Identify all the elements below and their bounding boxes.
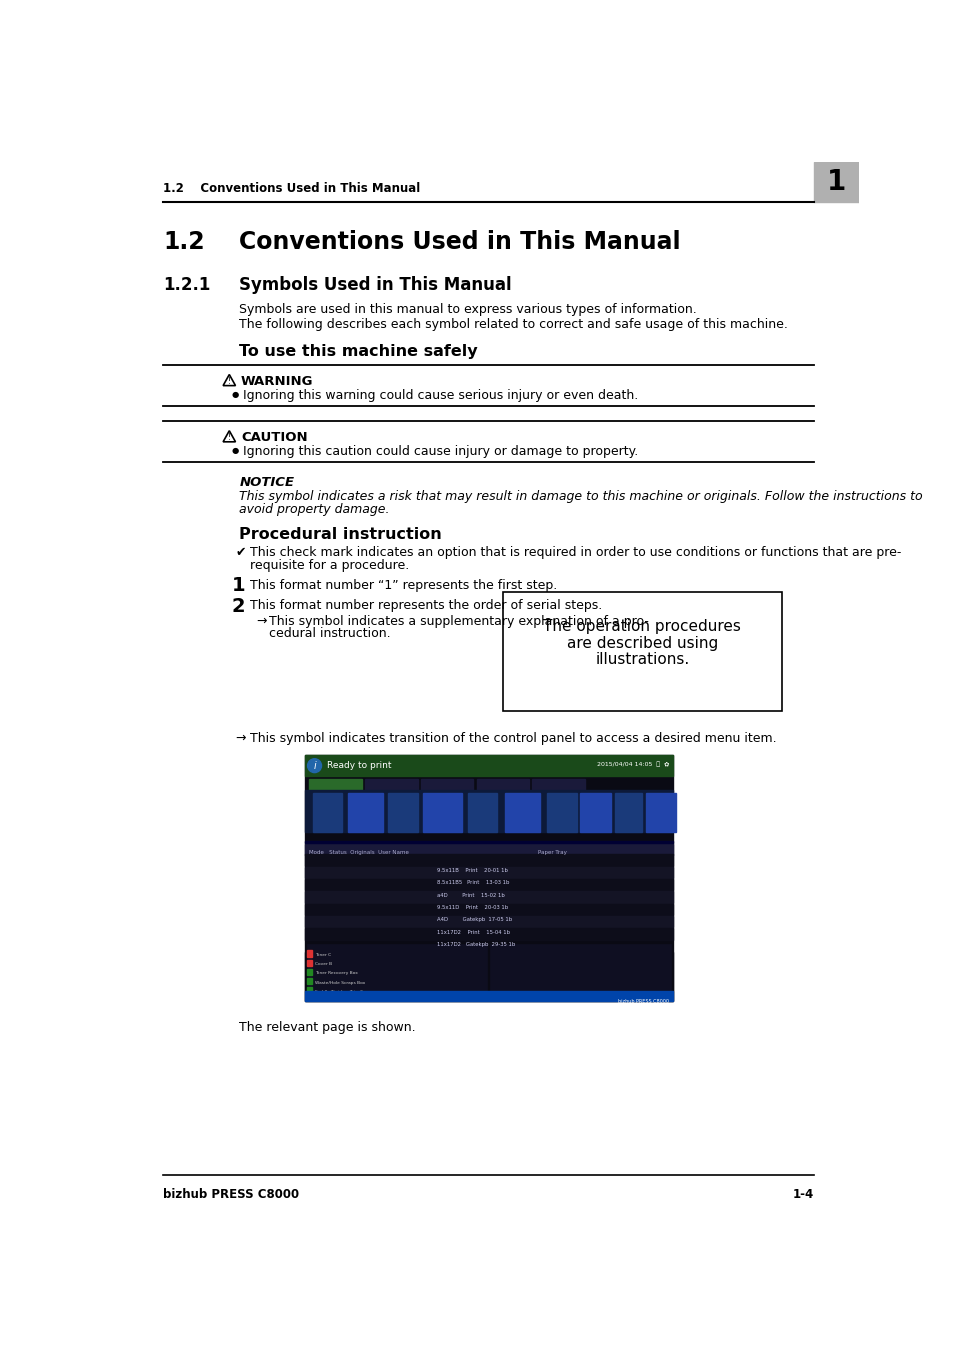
Text: Cover B: Cover B bbox=[314, 963, 332, 967]
Bar bbox=[305, 879, 673, 891]
Bar bbox=[579, 794, 611, 832]
Bar bbox=[532, 779, 584, 791]
Text: 1.2: 1.2 bbox=[163, 230, 205, 254]
Bar bbox=[305, 855, 673, 865]
Bar bbox=[546, 794, 576, 832]
Text: This format number “1” represents the first step.: This format number “1” represents the fi… bbox=[250, 579, 557, 591]
Bar bbox=[814, 162, 858, 202]
Bar bbox=[348, 794, 382, 832]
Text: Symbols are used in this manual to express various types of information.: Symbols are used in this manual to expre… bbox=[239, 302, 697, 316]
Bar bbox=[388, 794, 417, 832]
Text: CAUTION: CAUTION bbox=[241, 431, 307, 444]
Text: !: ! bbox=[228, 433, 231, 441]
Bar bbox=[305, 841, 673, 844]
Text: To use this machine safely: To use this machine safely bbox=[239, 344, 477, 359]
Text: 1: 1 bbox=[232, 576, 245, 595]
Bar bbox=[615, 794, 641, 832]
Text: illustrations.: illustrations. bbox=[595, 652, 689, 667]
Bar bbox=[305, 903, 673, 915]
Bar bbox=[420, 779, 473, 791]
Text: The following describes each symbol related to correct and safe usage of this ma: The following describes each symbol rela… bbox=[239, 319, 787, 331]
Bar bbox=[305, 844, 673, 855]
Bar bbox=[305, 867, 673, 878]
Text: Toner C: Toner C bbox=[314, 953, 331, 957]
Bar bbox=[305, 790, 673, 832]
Bar bbox=[490, 944, 670, 994]
Bar bbox=[307, 987, 312, 994]
Text: The relevant page is shown.: The relevant page is shown. bbox=[239, 1021, 416, 1034]
Text: This check mark indicates an option that is required in order to use conditions : This check mark indicates an option that… bbox=[250, 547, 901, 559]
Bar bbox=[305, 929, 673, 940]
Text: cedural instruction.: cedural instruction. bbox=[269, 628, 390, 640]
Bar bbox=[305, 952, 673, 1002]
Text: ●: ● bbox=[232, 390, 238, 398]
Text: Symbols Used in This Manual: Symbols Used in This Manual bbox=[239, 275, 512, 294]
Text: 1: 1 bbox=[825, 167, 845, 196]
Bar bbox=[307, 960, 312, 965]
Text: NOTICE: NOTICE bbox=[239, 477, 294, 489]
Text: a4D         Print    15-02 1b: a4D Print 15-02 1b bbox=[436, 892, 504, 898]
Text: →: → bbox=[235, 732, 246, 745]
Bar bbox=[313, 794, 342, 832]
Text: 1-4: 1-4 bbox=[792, 1188, 814, 1200]
Text: A4D         Gatekpb  17-05 1b: A4D Gatekpb 17-05 1b bbox=[436, 918, 512, 922]
Text: i: i bbox=[313, 760, 315, 771]
Bar bbox=[476, 779, 529, 791]
Text: 1.2.1: 1.2.1 bbox=[163, 275, 211, 294]
Bar bbox=[468, 794, 497, 832]
Text: Saddle/Finisher Trim Scrap-: Saddle/Finisher Trim Scrap- bbox=[314, 990, 374, 994]
Bar bbox=[307, 944, 487, 994]
Text: This symbol indicates a supplementary explanation of a pro-: This symbol indicates a supplementary ex… bbox=[269, 614, 648, 628]
Circle shape bbox=[307, 759, 321, 772]
Text: ✔: ✔ bbox=[235, 547, 246, 559]
Text: are described using: are described using bbox=[566, 636, 718, 651]
Text: Toner Recovery Box: Toner Recovery Box bbox=[314, 971, 357, 975]
Text: !: ! bbox=[228, 377, 231, 386]
Text: Conventions Used in This Manual: Conventions Used in This Manual bbox=[239, 230, 680, 254]
Bar bbox=[305, 891, 673, 903]
Text: 9.5x11D    Print    20-03 1b: 9.5x11D Print 20-03 1b bbox=[436, 904, 508, 910]
Text: 9.5x11B    Print    20-01 1b: 9.5x11B Print 20-01 1b bbox=[436, 868, 507, 873]
Text: bizhub PRESS C8000: bizhub PRESS C8000 bbox=[618, 999, 669, 1004]
Text: Ignoring this caution could cause injury or damage to property.: Ignoring this caution could cause injury… bbox=[243, 446, 638, 459]
Text: Waste/Hole Scraps Box: Waste/Hole Scraps Box bbox=[314, 980, 364, 984]
Text: avoid property damage.: avoid property damage. bbox=[239, 504, 390, 516]
Text: Mode   Status  Originals  User Name: Mode Status Originals User Name bbox=[309, 850, 409, 856]
Text: →: → bbox=[256, 614, 267, 628]
Text: Ignoring this warning could cause serious injury or even death.: Ignoring this warning could cause seriou… bbox=[243, 389, 638, 402]
Text: 2: 2 bbox=[232, 597, 245, 616]
Bar bbox=[305, 991, 673, 1002]
Text: 1.2    Conventions Used in This Manual: 1.2 Conventions Used in This Manual bbox=[163, 182, 420, 194]
Text: This format number represents the order of serial steps.: This format number represents the order … bbox=[250, 599, 602, 613]
Bar bbox=[307, 950, 312, 957]
Bar bbox=[305, 755, 673, 776]
Text: Ready to print: Ready to print bbox=[327, 761, 391, 771]
Text: The operation procedures: The operation procedures bbox=[543, 618, 740, 633]
Text: ●: ● bbox=[232, 446, 238, 455]
Text: Procedural instruction: Procedural instruction bbox=[239, 526, 441, 541]
Bar bbox=[307, 979, 312, 984]
Text: requisite for a procedure.: requisite for a procedure. bbox=[250, 559, 409, 571]
Text: This symbol indicates a risk that may result in damage to this machine or origin: This symbol indicates a risk that may re… bbox=[239, 490, 923, 504]
Text: 11x17D2   Gatekpb  29-35 1b: 11x17D2 Gatekpb 29-35 1b bbox=[436, 942, 515, 946]
Bar bbox=[305, 915, 673, 927]
Text: WARNING: WARNING bbox=[241, 374, 314, 387]
Text: This symbol indicates transition of the control panel to access a desired menu i: This symbol indicates transition of the … bbox=[250, 732, 776, 745]
Bar bbox=[307, 969, 312, 975]
Text: 11x17D2    Print    15-04 1b: 11x17D2 Print 15-04 1b bbox=[436, 930, 510, 934]
Bar bbox=[502, 591, 781, 711]
Bar bbox=[309, 779, 361, 791]
Text: Paper Tray: Paper Tray bbox=[537, 850, 566, 856]
Bar bbox=[365, 779, 417, 791]
Bar bbox=[645, 794, 675, 832]
Text: bizhub PRESS C8000: bizhub PRESS C8000 bbox=[163, 1188, 299, 1200]
Text: 8.5x11B5   Print    13-03 1b: 8.5x11B5 Print 13-03 1b bbox=[436, 880, 509, 886]
Text: 2015/04/04 14:05  ⓘ  ✿: 2015/04/04 14:05 ⓘ ✿ bbox=[597, 761, 669, 767]
Bar bbox=[305, 755, 673, 1002]
Bar bbox=[422, 794, 461, 832]
Bar bbox=[505, 794, 539, 832]
